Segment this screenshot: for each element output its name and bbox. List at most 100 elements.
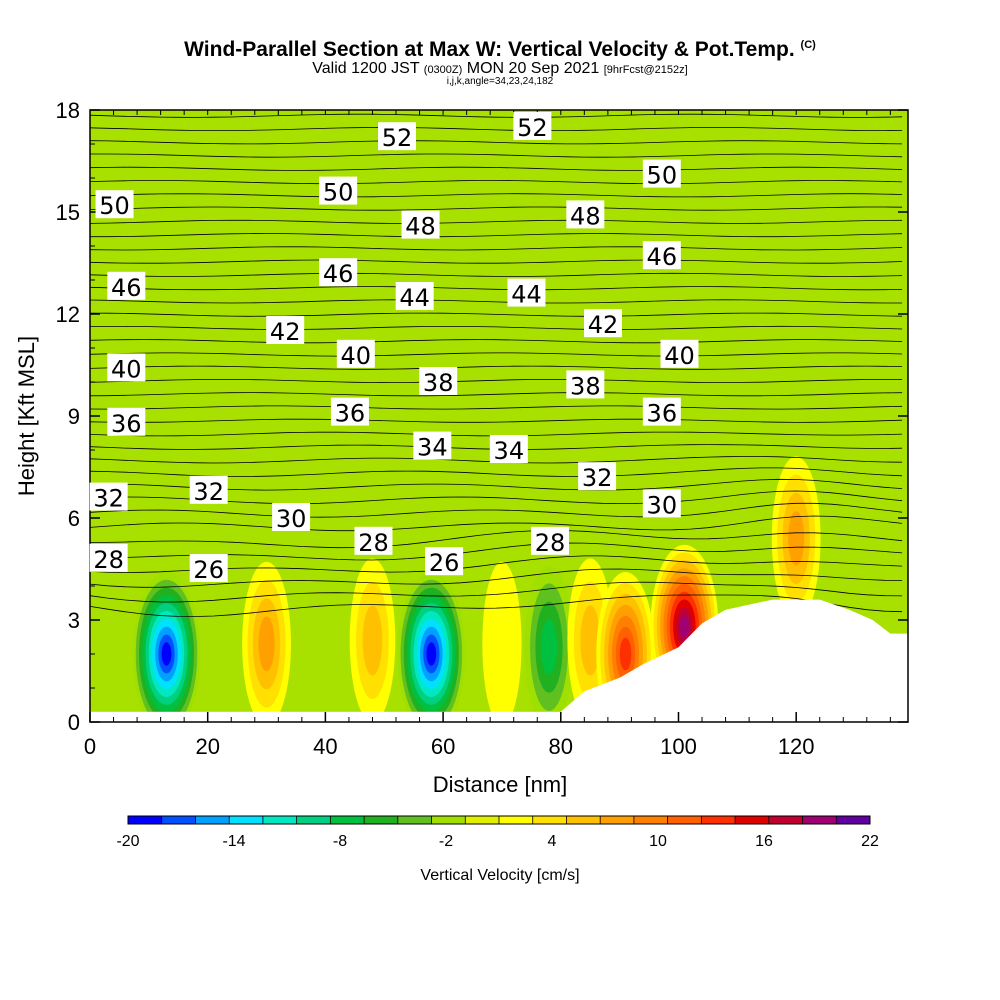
isentrope-line [90,392,903,397]
contour-label-text: 26 [429,549,460,577]
colorbar-swatch [633,816,669,824]
colorbar-tick-label: 22 [861,833,879,850]
contour-label-box [330,397,369,426]
isentrope-line [90,594,903,617]
isentrope-line [90,153,903,158]
contour-label: 44 [395,282,434,312]
contour-label-box [642,489,681,518]
contour-label-text: 38 [423,369,454,397]
contour-label: 34 [413,431,452,462]
y-tick-label: 6 [68,506,80,531]
contour-label-text: 50 [99,192,130,220]
contour-label-text: 36 [335,400,366,428]
contour-label: 44 [507,278,546,309]
contour-label-box [354,526,393,555]
contour-label: 38 [419,367,458,397]
contour-label-box [566,370,605,399]
contour-label: 40 [660,339,699,370]
contour-label-box [642,159,681,188]
velocity-cell-2 [349,558,396,722]
terrain-shape [560,599,908,722]
isentrope-line [90,352,903,357]
colorbar-swatch [195,816,230,824]
velocity-level [540,619,558,675]
contour-label-text: 48 [405,213,436,241]
colorbar-swatch [465,816,500,824]
contour-label-text: 32 [193,478,224,506]
isentrope-line [90,113,903,118]
contour-label-text: 34 [494,437,525,465]
contour-label-text: 38 [570,372,601,400]
contour-label-box [489,435,528,463]
contour-label-box [513,112,552,140]
contour-label-text: 46 [647,243,678,271]
colorbar-tick-label: 10 [649,833,667,850]
contour-label: 46 [642,241,681,271]
contour-label-text: 26 [193,556,224,584]
velocity-cell-9 [771,456,821,621]
contour-label-text: 30 [647,491,678,519]
colorbar-swatch [330,816,365,824]
colorbar-swatch [701,816,736,824]
contour-label: 26 [425,547,464,577]
x-tick-label: 120 [778,734,815,759]
colorbar-swatch [667,816,702,824]
contour-label-text: 42 [588,311,619,339]
colorbar: -20 -14 -8 -2 4 10 16 22 [116,815,879,850]
contour-label-box [89,482,128,511]
contour-label-box [89,543,128,572]
contour-label-box [531,526,570,555]
contour-label: 38 [566,370,605,400]
contour-label-text: 36 [111,410,142,438]
y-tick-label: 12 [56,302,80,327]
colorbar-swatch [735,816,770,824]
y-tick-label: 18 [56,98,80,123]
contour-label: 30 [272,503,311,533]
contour-label-text: 40 [664,342,695,370]
isentrope-line [90,286,903,291]
contour-labels: 52 52 50 50 50 48 48 46 46 46 44 44 42 42 40 40 40 38 38 36… [89,112,699,584]
contour-label: 28 [531,526,570,557]
contour-label-text: 52 [517,114,548,142]
colorbar-swatch [532,816,567,824]
velocity-cell-4 [482,561,522,722]
contour-label: 32 [89,482,128,513]
contour-label: 32 [189,475,228,506]
isentrope-line [90,272,903,277]
contour-label-box [583,309,622,338]
velocity-level [679,615,690,639]
x-tick-label: 80 [549,734,573,759]
contour-label: 50 [95,190,134,220]
contour-label-box [660,339,699,368]
colorbar-tick-label: -20 [116,833,139,850]
contour-label: 26 [189,554,228,584]
isentrope-line [90,312,903,317]
contour-label-box [566,200,605,229]
colorbar-swatch [499,816,534,824]
chart-indices: i,j,k,angle=34,23,24,182 [446,76,554,87]
y-tick-label: 3 [68,608,80,633]
contour-label-text: 44 [399,284,430,312]
velocity-level [258,616,275,672]
contour-label-box [378,122,417,151]
contour-label-text: 50 [323,179,354,207]
colorbar-swatch [836,816,871,824]
plot-area [90,110,908,722]
contour-label-box [507,278,546,307]
contour-label-box [642,241,681,270]
chart-title: Wind-Parallel Section at Max W: Vertical… [184,38,816,61]
velocity-level [580,605,601,676]
contour-label: 52 [378,122,417,152]
isentrope-line [90,339,903,344]
isentrope-line [90,233,903,238]
isentrope-line [90,515,903,532]
contour-label-text: 30 [276,505,307,533]
colorbar-swatch [802,816,837,824]
velocity-level [619,637,632,671]
y-tick-label: 0 [68,710,80,735]
colorbar-tick-label: 4 [548,833,557,850]
contour-label: 36 [107,407,146,438]
contour-label: 42 [266,316,305,346]
contour-label: 28 [354,526,393,557]
contour-label-text: 34 [417,434,448,462]
